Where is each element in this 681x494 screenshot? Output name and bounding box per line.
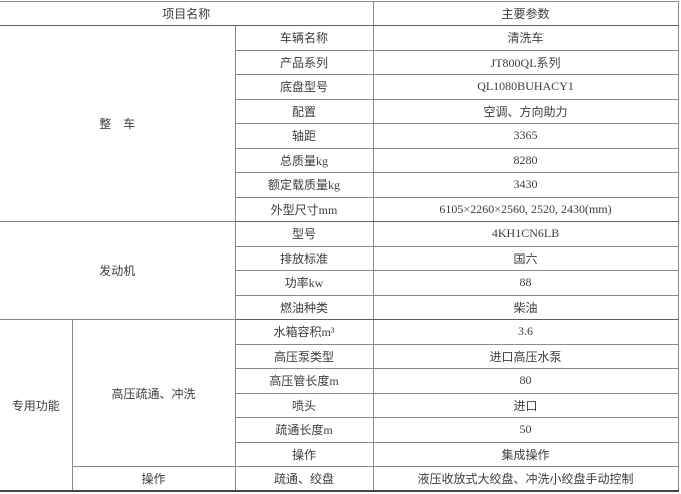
param-name-cell: 燃油种类 [235,294,374,320]
param-value-cell: 进口 [372,392,679,418]
param-value-cell: 进口高压水泵 [372,343,679,369]
table-row: 操作 集成操作 [0,441,679,467]
param-name-cell: 配置 [235,98,374,124]
param-value-cell: 柴油 [372,294,679,320]
param-name-cell: 疏通长度m [235,417,374,443]
param-name-cell: 高压泵类型 [235,343,374,369]
param-name-cell: 车辆名称 [234,25,374,51]
param-name-cell: 型号 [234,221,374,247]
table-row: 操作 疏通、绞盘 液压收放式大绞盘、冲洗小绞盘手动控制 [0,466,679,492]
param-name-cell: 操作 [235,441,374,467]
param-name-cell: 轴距 [235,123,374,149]
group-cell-whole-vehicle: 整 车 [0,25,236,222]
param-name-cell: 底盘型号 [235,74,374,100]
table-row: 功率kw 88 [0,270,679,296]
param-value-cell: 清洗车 [372,25,679,51]
param-name-cell: 功率kw [235,270,374,296]
param-value-cell: 国六 [372,245,679,271]
table-row: 配置 空调、方向助力 [0,98,679,124]
param-name-cell: 喷头 [235,392,374,418]
subgroup-cell-high-pressure: 高压疏通、冲洗 [71,319,236,467]
table-row: 总质量kg 8280 [0,147,679,173]
param-name-cell: 水箱容积m³ [234,319,374,345]
param-name-cell: 排放标准 [235,245,374,271]
param-name-cell: 产品系列 [235,49,374,75]
table-row: 燃油种类 柴油 [0,294,679,320]
table-row: 底盘型号 QL1080BUHACY1 [0,74,679,100]
table-row: 产品系列 JT800QL系列 [0,49,679,75]
param-value-cell: 8280 [372,147,679,173]
param-name-cell: 外型尺寸mm [235,196,374,222]
param-value-cell: 88 [372,270,679,296]
table-row: 轴距 3365 [0,123,679,149]
param-value-cell: 80 [372,368,679,394]
param-value-cell: QL1080BUHACY1 [372,74,679,100]
param-value-cell: JT800QL系列 [372,49,679,75]
param-value-cell: 3430 [372,172,679,198]
header-main-params: 主要参数 [372,1,679,26]
param-name-cell: 疏通、绞盘 [234,466,374,492]
param-value-cell: 空调、方向助力 [372,98,679,124]
param-value-cell: 集成操作 [372,441,679,467]
table-row: 排放标准 国六 [0,245,679,271]
table-row: 发动机 型号 4KH1CN6LB [0,221,679,320]
group-cell-engine: 发动机 [0,221,236,320]
param-value-cell: 3.6 [372,319,679,345]
header-project-name: 项目名称 [0,1,374,26]
table-row: 整 车 车辆名称 清洗车 [0,25,679,222]
param-value-cell: 50 [372,417,679,443]
param-name-cell: 总质量kg [235,147,374,173]
param-value-cell: 液压收放式大绞盘、冲洗小绞盘手动控制 [372,466,679,492]
param-value-cell: 4KH1CN6LB [372,221,679,247]
table-row: 外型尺寸mm 6105×2260×2560, 2520, 2430(mm) [0,196,679,222]
param-value-cell: 3365 [372,123,679,149]
param-value-cell: 6105×2260×2560, 2520, 2430(mm) [372,196,679,222]
subgroup-cell-operation: 操作 [72,466,236,492]
group-cell-special-functions: 专用功能 [0,319,73,492]
param-name-cell: 额定载质量kg [235,172,374,198]
table-header-row: 项目名称 主要参数 [0,1,679,26]
table-row: 专用功能 高压疏通、冲洗 水箱容积m³ 3.6 [0,319,679,492]
param-name-cell: 高压管长度m [235,368,374,394]
